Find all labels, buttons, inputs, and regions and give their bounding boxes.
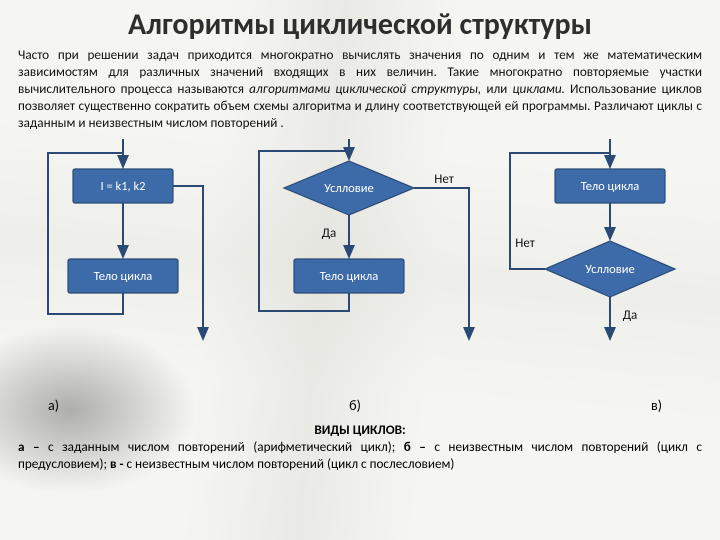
caption-a: а): [48, 397, 59, 414]
diagrams-row: I = k1, k2 Тело цикла: [18, 139, 702, 399]
edge-yes-label: Да: [322, 226, 337, 241]
diagram-b: Усллoвие Да Тело цикла Нет: [234, 139, 484, 399]
node-cond-label: Усллoвие: [324, 181, 374, 196]
footer-text: ВИДЫ ЦИКЛОВ: а – с заданным числом повто…: [18, 422, 702, 473]
edge-no-label: Нет: [434, 172, 454, 187]
node-body-label: Тело цикла: [94, 269, 152, 284]
caption-b: б): [349, 397, 361, 414]
flowchart-b: Усллoвие Да Тело цикла Нет: [234, 139, 484, 379]
node-cond-label-c: Усллoвие: [585, 262, 635, 277]
caption-c: в): [651, 397, 662, 414]
node-body-label-c: Тело цикла: [581, 179, 639, 194]
flowchart-c: Тело цикла Усллoвие Нет Да: [490, 139, 720, 379]
diagram-captions: а) б) в): [18, 397, 702, 414]
footer-title: ВИДЫ ЦИКЛОВ:: [18, 422, 702, 439]
footer-body: а – с заданным числом повторений (арифме…: [18, 439, 702, 473]
page-title: Алгоритмы циклической структуры: [18, 6, 702, 43]
node-init-label: I = k1, k2: [100, 179, 145, 194]
diagram-a: I = k1, k2 Тело цикла: [18, 139, 228, 399]
node-body-label-b: Тело цикла: [320, 269, 378, 284]
intro-paragraph: Часто при решении задач приходится много…: [18, 47, 702, 131]
edge-yes-label-c: Да: [623, 308, 638, 323]
flowchart-a: I = k1, k2 Тело цикла: [18, 139, 228, 379]
edge-no-label-c: Нет: [515, 236, 535, 251]
diagram-c: Тело цикла Усллoвие Нет Да: [490, 139, 720, 399]
